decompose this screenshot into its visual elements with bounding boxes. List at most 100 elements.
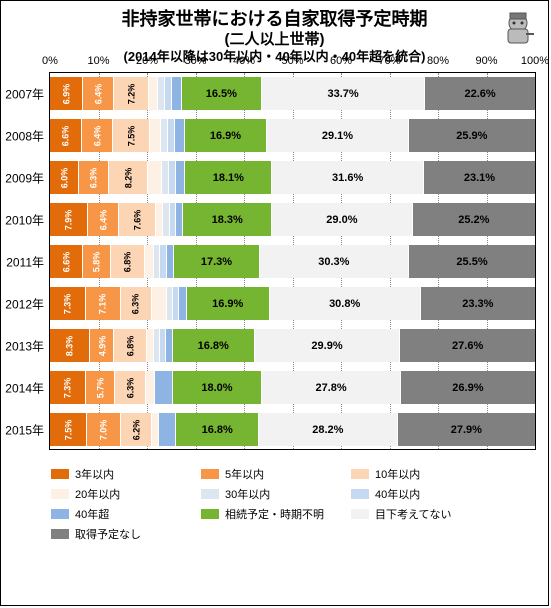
segment-value: 6.3% — [125, 377, 135, 398]
segment-value: 5.7% — [95, 377, 105, 398]
segment-value: 6.8% — [125, 335, 135, 356]
chart-container: 非持家世帯における自家取得予定時期 (二人以上世帯) (2014年以降は30年以… — [0, 0, 549, 606]
y-axis-label: 2007年 — [5, 85, 44, 102]
legend-label: 20年以内 — [75, 486, 120, 502]
legend-swatch — [201, 469, 219, 479]
legend-item: 目下考えてない — [351, 506, 501, 522]
bar-segment: 27.9% — [398, 413, 535, 446]
segment-value: 7.0% — [99, 419, 109, 440]
bar-segment: 29.9% — [255, 329, 401, 362]
y-axis-label: 2015年 — [5, 421, 44, 438]
legend-swatch — [201, 509, 219, 519]
bar-segment: 33.7% — [262, 77, 425, 110]
legend-label: 5年以内 — [225, 466, 264, 482]
bar-segment: 31.6% — [272, 161, 424, 194]
bar-segment: 5.7% — [86, 371, 114, 404]
x-tick-label: 70% — [378, 55, 400, 67]
segment-value: 29.1% — [322, 130, 353, 142]
bar-segment: 16.9% — [185, 119, 267, 152]
bar-segment — [179, 287, 186, 320]
legend-label: 相続予定・時期不明 — [225, 506, 324, 522]
segment-value: 7.3% — [62, 293, 72, 314]
bar-segment: 16.9% — [187, 287, 270, 320]
legend-swatch — [51, 489, 69, 499]
bar-segment: 16.8% — [173, 329, 255, 362]
bar-segment: 7.9% — [50, 203, 88, 236]
bar-segment — [149, 77, 157, 110]
x-tick-label: 80% — [427, 55, 449, 67]
bar-segment: 6.3% — [121, 287, 152, 320]
bar-segment: 17.3% — [174, 245, 259, 278]
segment-value: 6.0% — [59, 167, 69, 188]
legend-label: 目下考えてない — [375, 506, 451, 522]
bar-segment: 6.9% — [50, 77, 83, 110]
segment-value: 7.3% — [63, 377, 73, 398]
segment-value: 16.9% — [210, 130, 241, 142]
bar-segment — [147, 329, 154, 362]
x-tick-label: 40% — [233, 55, 255, 67]
segment-value: 31.6% — [332, 172, 363, 184]
legend-item: 20年以内 — [51, 486, 201, 502]
bar-segment: 29.0% — [272, 203, 413, 236]
legend-swatch — [51, 469, 69, 479]
legend-swatch — [201, 489, 219, 499]
bar-segment — [158, 77, 165, 110]
bar-segment: 30.8% — [270, 287, 421, 320]
segment-value: 6.6% — [61, 125, 71, 146]
bar-segment: 16.5% — [182, 77, 262, 110]
bar-segment — [176, 161, 186, 194]
legend-row: 取得予定なし — [51, 526, 528, 542]
segment-value: 6.2% — [131, 419, 141, 440]
bar-segment — [169, 161, 176, 194]
bar-segment — [150, 119, 162, 152]
bar-segment: 28.2% — [259, 413, 398, 446]
bar-segment — [172, 77, 182, 110]
bar-segment: 30.3% — [260, 245, 409, 278]
segment-value: 7.2% — [126, 83, 136, 104]
segment-value: 17.3% — [201, 256, 232, 268]
segment-value: 29.0% — [326, 214, 357, 226]
segment-value: 6.3% — [88, 167, 98, 188]
legend-swatch — [351, 469, 369, 479]
legend-swatch — [51, 509, 69, 519]
segment-value: 25.5% — [456, 256, 487, 268]
legend-label: 3年以内 — [75, 466, 114, 482]
segment-value: 26.9% — [452, 382, 483, 394]
segment-value: 27.9% — [451, 424, 482, 436]
legend-item: 10年以内 — [351, 466, 501, 482]
bar-segment: 26.9% — [401, 371, 535, 404]
title-line1: 非持家世帯における自家取得予定時期 — [1, 9, 548, 31]
bar-segment — [159, 413, 176, 446]
y-axis-label: 2011年 — [6, 253, 44, 270]
bar-segment: 6.0% — [50, 161, 79, 194]
bar-segment: 6.8% — [111, 245, 145, 278]
y-axis-label: 2012年 — [5, 295, 44, 312]
bar-segment: 6.6% — [50, 119, 82, 152]
segment-value: 33.7% — [327, 88, 358, 100]
bar-segment: 27.6% — [400, 329, 535, 362]
segment-value: 18.1% — [213, 172, 244, 184]
bar-row: 2013年8.3%4.9%6.8%16.8%29.9%27.6% — [50, 329, 535, 362]
legend-row: 20年以内30年以内40年以内 — [51, 486, 528, 502]
bar-segment: 6.4% — [83, 77, 114, 110]
legend-item: 30年以内 — [201, 486, 351, 502]
bar-segment: 25.5% — [409, 245, 535, 278]
segment-value: 22.6% — [465, 88, 496, 100]
bar-segment: 7.5% — [50, 413, 87, 446]
legend-row: 40年超相続予定・時期不明目下考えてない — [51, 506, 528, 522]
legend-swatch — [51, 529, 69, 539]
bar-segment: 25.9% — [409, 119, 535, 152]
segment-value: 27.8% — [315, 382, 346, 394]
bar-segment — [166, 329, 173, 362]
bar-segment: 23.3% — [421, 287, 535, 320]
bar-row: 2009年6.0%6.3%8.2%18.1%31.6%23.1% — [50, 161, 535, 194]
plot-area: 0%10%20%30%40%50%60%70%80%90%100%2007年6.… — [49, 72, 536, 450]
segment-value: 7.5% — [63, 419, 73, 440]
bar-row: 2012年7.3%7.1%6.3%16.9%30.8%23.3% — [50, 287, 535, 320]
x-tick-label: 60% — [330, 55, 352, 67]
legend-swatch — [351, 489, 369, 499]
segment-value: 8.3% — [65, 335, 75, 356]
y-axis-label: 2013年 — [5, 337, 44, 354]
bar-row: 2007年6.9%6.4%7.2%16.5%33.7%22.6% — [50, 77, 535, 110]
bar-row: 2008年6.6%6.4%7.5%16.9%29.1%25.9% — [50, 119, 535, 152]
